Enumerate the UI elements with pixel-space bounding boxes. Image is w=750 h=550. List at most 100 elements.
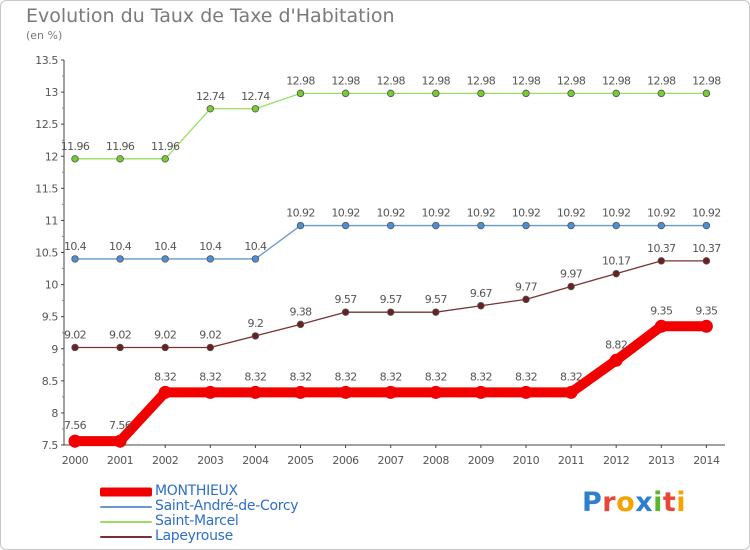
data-point <box>519 385 533 399</box>
data-label: 10.92 <box>331 207 360 220</box>
data-label: 9.02 <box>109 328 131 341</box>
data-label: 8.32 <box>515 370 537 383</box>
data-point <box>522 221 530 230</box>
data-label: 11.96 <box>106 140 135 153</box>
data-label: 10.92 <box>557 207 586 220</box>
chart-subtitle: (en %) <box>26 29 63 42</box>
data-label: 9.2 <box>248 317 264 330</box>
data-point <box>657 221 665 230</box>
data-label: 12.98 <box>692 74 721 87</box>
chart-data-labels: 10.4 10.4 10.4 10.4 10.4 10.92 10.92 10.92 10.92… <box>61 74 722 432</box>
data-point <box>341 221 350 230</box>
data-point <box>203 385 217 399</box>
data-label: 10.4 <box>154 240 177 253</box>
data-point <box>161 255 169 263</box>
data-label: 10.4 <box>199 240 222 253</box>
y-tick-label: 13 <box>45 86 59 99</box>
data-label: 7.56 <box>64 419 87 432</box>
y-tick-label: 11 <box>45 214 58 227</box>
data-point <box>294 385 307 399</box>
data-label: 11.96 <box>61 140 90 153</box>
y-tick-label: 10.5 <box>35 247 58 260</box>
data-point <box>654 319 668 333</box>
data-label: 12.98 <box>286 74 315 87</box>
data-label: 8.32 <box>154 370 176 383</box>
data-label: 11.96 <box>151 140 180 153</box>
logo-letter: x <box>635 487 654 518</box>
legend-label: Lapeyrouse <box>155 528 233 544</box>
x-tick-label: 2009 <box>468 454 495 467</box>
x-tick-label: 2003 <box>197 454 224 467</box>
logo-letter: o <box>616 487 636 518</box>
data-label: 10.92 <box>647 207 676 220</box>
x-tick-label: 2011 <box>558 454 584 467</box>
data-point <box>206 343 214 352</box>
data-label: 10.17 <box>602 255 631 268</box>
data-label: 12.98 <box>602 74 631 87</box>
data-point <box>702 257 711 265</box>
data-point <box>206 255 214 263</box>
y-tick-label: 9 <box>51 343 58 356</box>
data-label: 8.32 <box>199 370 221 383</box>
data-label: 8.32 <box>289 370 311 383</box>
data-label: 8.32 <box>244 370 266 383</box>
data-label: 9.35 <box>650 304 673 317</box>
chart-lines <box>68 89 713 448</box>
x-tick-label: 2000 <box>62 454 89 467</box>
data-point <box>429 385 443 399</box>
data-point <box>702 221 711 230</box>
data-point <box>71 343 79 352</box>
data-label: 12.74 <box>196 90 225 103</box>
y-tick-label: 13.5 <box>35 54 58 67</box>
logo-letter: t <box>662 487 677 518</box>
data-point <box>251 255 260 263</box>
logo-letter: P <box>582 487 603 518</box>
x-tick-label: 2013 <box>648 454 675 467</box>
data-label: 9.57 <box>380 293 403 306</box>
data-label: 9.38 <box>289 305 312 318</box>
x-tick-label: 2010 <box>513 454 540 467</box>
data-label: 9.67 <box>470 287 493 300</box>
logo-letter: r <box>602 487 617 518</box>
x-tick-label: 2005 <box>287 454 314 467</box>
data-label: 10.92 <box>512 207 541 220</box>
legend-item: MONTHIEUX <box>100 483 360 499</box>
y-tick-label: 10 <box>45 279 59 292</box>
y-tick-label: 7.5 <box>42 439 59 452</box>
data-label: 10.92 <box>467 207 496 220</box>
data-point <box>251 105 260 113</box>
legend-swatch <box>100 505 152 508</box>
data-label: 12.98 <box>422 74 451 87</box>
data-point <box>522 295 530 304</box>
data-label: 8.82 <box>605 338 627 351</box>
data-point <box>522 89 530 98</box>
legend-swatch <box>100 535 152 538</box>
data-point <box>564 385 578 399</box>
data-point <box>158 385 172 399</box>
data-point <box>432 89 440 98</box>
data-label: 12.98 <box>557 74 586 87</box>
data-point <box>612 221 620 230</box>
data-point <box>341 89 350 98</box>
data-label: 12.98 <box>512 74 541 87</box>
data-label: 9.97 <box>560 268 583 281</box>
data-label: 9.02 <box>154 328 176 341</box>
data-label: 12.98 <box>331 74 360 87</box>
data-point <box>116 155 124 163</box>
y-tick-label: 12.5 <box>35 118 58 131</box>
data-label: 10.92 <box>376 207 405 220</box>
data-point <box>477 221 485 230</box>
legend-label: Saint-Marcel <box>155 513 239 529</box>
data-point <box>387 308 395 316</box>
data-point <box>567 221 575 230</box>
data-label: 10.4 <box>64 240 87 253</box>
legend-label: Saint-André-de-Corcy <box>155 498 299 514</box>
y-tick-label: 11.5 <box>35 182 58 195</box>
data-label: 12.74 <box>241 90 270 103</box>
data-point <box>567 89 575 98</box>
logo-letter: i <box>653 487 663 518</box>
data-point <box>296 320 305 329</box>
data-label: 10.37 <box>692 242 721 255</box>
data-label: 12.98 <box>467 74 496 87</box>
